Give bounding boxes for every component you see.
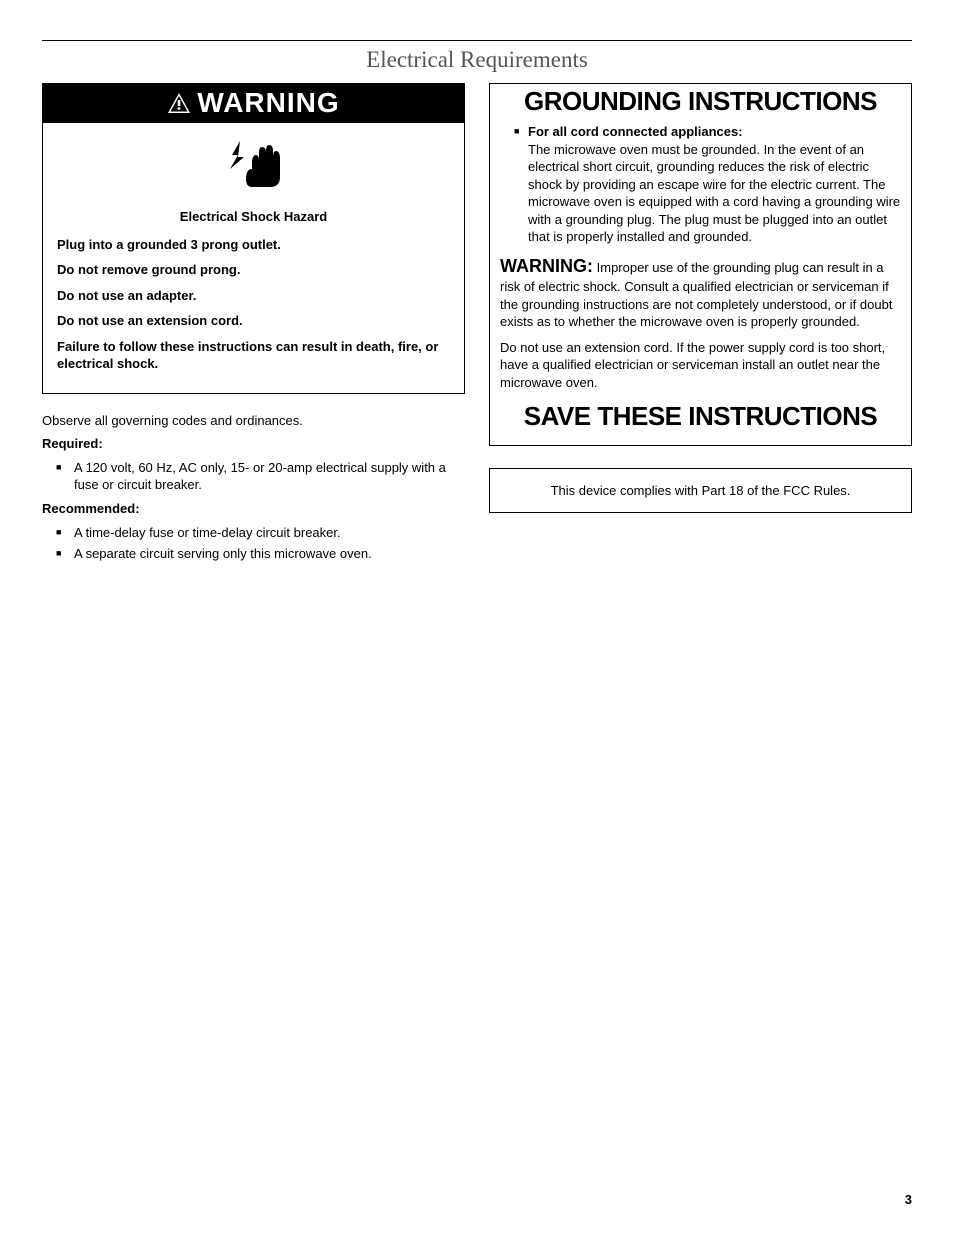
left-body-text: Observe all governing codes and ordinanc…: [42, 412, 465, 563]
warning-line: Plug into a grounded 3 prong outlet.: [57, 236, 450, 254]
warning-line: Do not remove ground prong.: [57, 261, 450, 279]
required-label: Required:: [42, 435, 465, 453]
recommended-label: Recommended:: [42, 500, 465, 518]
grounding-bullet-body: The microwave oven must be grounded. In …: [528, 142, 900, 245]
shock-hand-icon-wrap: [43, 123, 464, 202]
save-instructions-title: SAVE THESE INSTRUCTIONS: [500, 399, 901, 434]
two-column-layout: WARNING Electrical Shock Hazard Plug int…: [42, 83, 912, 569]
recommended-item: A separate circuit serving only this mic…: [60, 545, 465, 563]
warning-line: Do not use an extension cord.: [57, 312, 450, 330]
warning-line: Failure to follow these instructions can…: [57, 338, 450, 373]
fcc-box: This device complies with Part 18 of the…: [489, 468, 912, 513]
grounding-box: GROUNDING INSTRUCTIONS For all cord conn…: [489, 83, 912, 446]
warning-line: Do not use an adapter.: [57, 287, 450, 305]
warning-header-text: WARNING: [197, 87, 339, 118]
grounding-bullet-lead: For all cord connected appliances:: [528, 124, 743, 139]
page-number: 3: [905, 1192, 912, 1207]
warning-body: Electrical Shock Hazard Plug into a grou…: [43, 202, 464, 393]
section-title: Electrical Requirements: [42, 47, 912, 73]
hazard-title: Electrical Shock Hazard: [57, 208, 450, 226]
fcc-text: This device complies with Part 18 of the…: [551, 483, 851, 498]
shock-hand-icon: [222, 133, 286, 193]
page: Electrical Requirements WARNING: [0, 0, 954, 1235]
recommended-list: A time-delay fuse or time-delay circuit …: [42, 524, 465, 563]
grounding-bullet: For all cord connected appliances: The m…: [500, 123, 901, 246]
grounding-warning-label: WARNING:: [500, 256, 593, 276]
left-column: WARNING Electrical Shock Hazard Plug int…: [42, 83, 465, 569]
required-list: A 120 volt, 60 Hz, AC only, 15- or 20-am…: [42, 459, 465, 494]
warning-header: WARNING: [43, 84, 464, 123]
grounding-warning-para: WARNING: Improper use of the grounding p…: [500, 254, 901, 331]
grounding-extcord: Do not use an extension cord. If the pow…: [500, 339, 901, 392]
warning-box: WARNING Electrical Shock Hazard Plug int…: [42, 83, 465, 394]
observe-text: Observe all governing codes and ordinanc…: [42, 412, 465, 430]
list li呀�required-item: A 120 volt, 60 Hz, AC only, 15- or 20-am…: [60, 459, 465, 494]
alert-triangle-icon: [167, 92, 191, 114]
grounding-body: For all cord connected appliances: The m…: [500, 123, 901, 435]
right-column: GROUNDING INSTRUCTIONS For all cord conn…: [489, 83, 912, 569]
recommended-item: A time-delay fuse or time-delay circuit …: [60, 524, 465, 542]
grounding-title: GROUNDING INSTRUCTIONS: [500, 86, 901, 117]
top-rule: [42, 40, 912, 41]
